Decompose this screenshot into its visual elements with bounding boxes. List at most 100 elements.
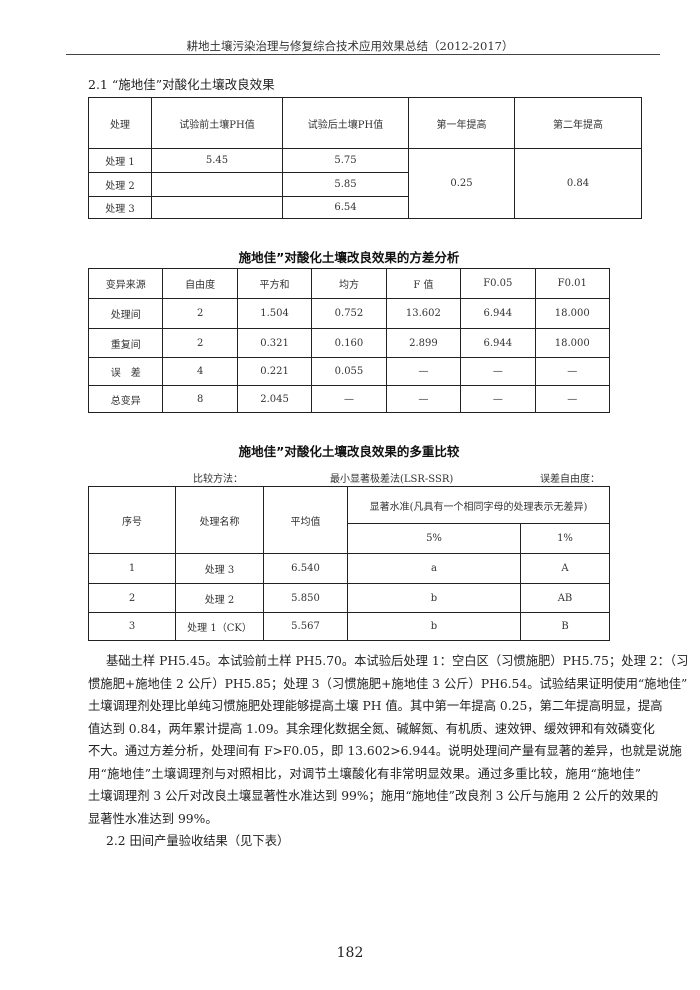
table-cell: 处理 2 [175,583,264,613]
multi-compare-table: 序号 处理名称 平均值 显著水准(凡具有一个相同字母的处理表示无差异) 5% 1… [88,486,610,641]
table-cell [151,196,283,219]
table-row: 3 处理 1（CK） 5.567 b B [88,612,610,641]
table-cell: — [534,357,611,386]
table-cell: 13.602 [385,298,462,329]
table-header: 5% [347,523,521,554]
anova-table: 变异来源 自由度 平方和 均方 F 值 F0.05 F0.01 处理间 2 1.50… [87,268,611,413]
text-line: 土壤调理剂处理比单纯习惯施肥处理能够提高土壤 PH 值。其中第一年提高 0.25… [88,699,663,713]
table-cell: 0.321 [236,328,313,358]
table-cell: 0.752 [311,298,387,329]
table-cell: 处理 3 [175,553,264,584]
table-cell: — [460,357,536,386]
table-cell: 5.75 [282,148,409,173]
table-cell: AB [520,583,610,613]
table-cell: b [347,583,521,613]
df-label: 误差自由度： [540,474,600,485]
table-cell: 3 [88,612,176,641]
table-cell: 2.045 [236,385,313,413]
table-cell: 4 [162,357,238,386]
table-header: 变异来源 [87,268,164,299]
table-row: 处理 2 5.85 [88,172,642,197]
method-label: 比较方法： [193,474,243,485]
table-row: 处理 3 6.54 [88,196,642,219]
table-cell: 处理 1 [88,148,152,173]
text-line: 不大。通过方差分析，处理间有 F>F0.05，即 13.602>6.944。说明… [88,744,682,758]
table-cell: 2.899 [385,328,462,358]
table-cell: — [385,385,462,413]
table-cell: b [347,612,521,641]
table-cell: 6.944 [460,298,536,329]
table-cell: 6.540 [263,553,348,584]
table-cell: 5.45 [151,148,283,173]
table-cell: 1.504 [236,298,313,329]
second-year-increase: 0.84 [514,148,642,219]
table-cell: 18.000 [534,298,611,329]
ph-table: 处理 试验前土壤PH值 试验后土壤PH值 第一年提高 第二年提高 处理 1 5.… [88,97,642,219]
table-cell: 5.567 [263,612,348,641]
table-header: 处理 [88,97,152,149]
table-header: 试验前土壤PH值 [151,97,283,149]
table-cell: a [347,553,521,584]
table-row: 处理间 2 1.504 0.752 13.602 6.944 18.000 [87,298,611,329]
table-cell: 5.85 [282,172,409,197]
text-line: 用“施地佳”土壤调理剂与对照相比，对调节土壤酸化有非常明显效果。通过多重比较，施… [88,766,641,781]
body-paragraph: 基础土样 PH5.45。本试验前土样 PH5.70。本试验后处理 1：空白区（习… [88,650,689,853]
table-cell: 处理 1（CK） [175,612,264,641]
table-header: 序号 [88,486,176,554]
table-cell: 5.850 [263,583,348,613]
table-header-row: 序号 处理名称 平均值 显著水准(凡具有一个相同字母的处理表示无差异) [88,486,610,554]
header-divider [66,54,660,55]
table-cell: 8 [162,385,238,413]
method-value: 最小显著极差法(LSR-SSR) [330,474,454,485]
anova-title: 施地佳”对酸化土壤改良效果的方差分析 [238,250,460,265]
table-header: F0.05 [460,268,536,299]
section-title: 2.2 田间产量验收结果（见下表） [106,834,290,848]
table-header: 试验后土壤PH值 [282,97,409,149]
table-header-row: 处理 试验前土壤PH值 试验后土壤PH值 第一年提高 第二年提高 [88,97,642,149]
table-cell: 误 差 [87,357,164,386]
table-header: 均方 [311,268,387,299]
table-header: 处理名称 [175,486,264,554]
table-header: 1% [520,523,610,554]
text-line: 惯施肥+施地佳 2 公斤）PH5.85；处理 3（习惯施肥+施地佳 3 公斤）P… [88,676,688,691]
table-cell: 0.160 [311,328,387,358]
table-cell: 0.221 [236,357,313,386]
table-row: 处理 1 5.45 5.75 0.25 0.84 [88,148,642,219]
page-number: 182 [336,945,364,961]
table-header-row: 5% 1% [89,523,610,554]
table-cell: — [534,385,611,413]
table-header: F0.01 [534,268,611,299]
table-cell: 处理 2 [88,172,152,197]
table-cell: 6.54 [282,196,409,219]
table-cell: 18.000 [534,328,611,358]
text-line: 基础土样 PH5.45。本试验前土样 PH5.70。本试验后处理 1：空白区（习… [106,654,689,668]
text-line: 显著性水准达到 99%。 [88,811,218,826]
table-cell: — [311,385,387,413]
table-row: 1 处理 3 6.540 a A [88,553,610,584]
table-row: 误 差 4 0.221 0.055— — — [87,357,611,386]
table-cell: 0.055 [311,357,387,386]
table-cell: — [385,357,462,386]
table-row: 总变异 8 2.045— — — — [87,385,611,413]
text-line: 土壤调理剂 3 公斤对改良土壤显著性水准达到 99%；施用“施地佳”改良剂 3 … [88,789,659,803]
table-cell: 2 [162,298,238,329]
table-row: 2 处理 2 5.850 b AB [88,583,610,613]
first-year-increase: 0.25 [408,148,515,219]
table-header: F 值 [385,268,462,299]
table-cell: 处理 3 [88,196,152,219]
running-header: 耕地土壤污染治理与修复综合技术应用效果总结（2012-2017） [186,39,514,53]
table-row: 重复间 2 0.321 0.160 2.899 6.944 18.000 [87,328,611,358]
table-header: 平方和 [236,268,313,299]
table-cell: — [460,385,536,413]
table-cell: 2 [162,328,238,358]
section-title: 2.1 “施地佳”对酸化土壤改良效果 [88,77,275,92]
table-cell: A [520,553,610,584]
table-cell: B [520,612,610,641]
multi-compare-title: 施地佳”对酸化土壤改良效果的多重比较 [238,444,460,459]
table-cell: 1 [88,553,176,584]
table-cell: 6.944 [460,328,536,358]
table-cell: 总变异 [87,385,164,413]
table-header: 第二年提高 [514,97,642,149]
table-cell [151,172,283,197]
table-header-row: 变异来源 自由度 平方和 均方 F 值 F0.05 F0.01 [87,268,611,299]
